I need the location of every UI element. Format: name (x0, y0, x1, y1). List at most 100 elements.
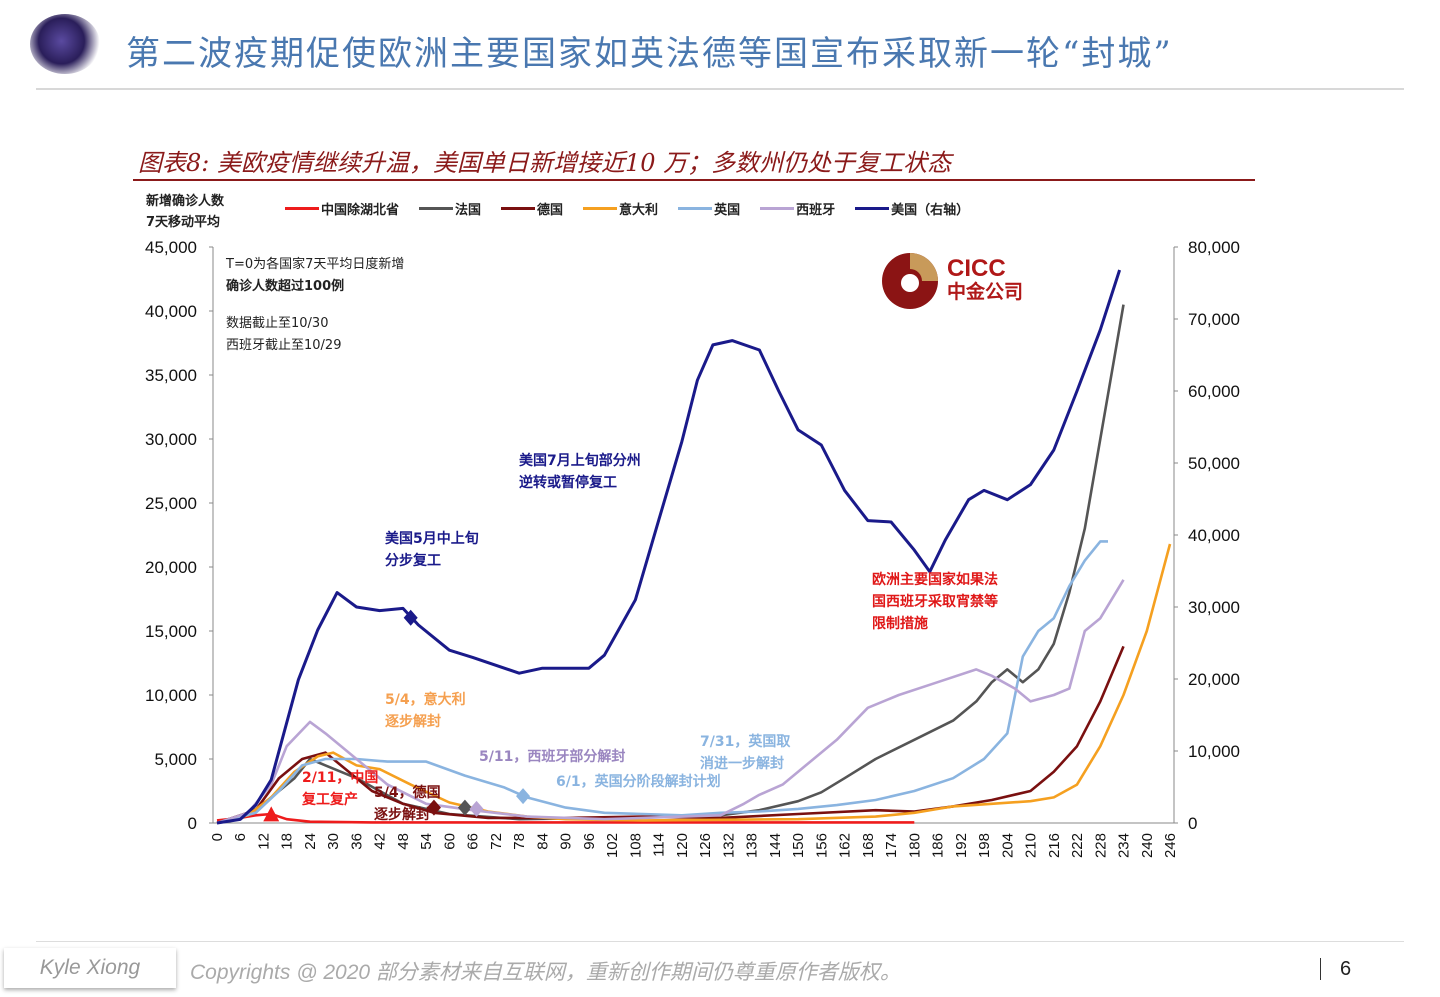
series-line-1 (216, 304, 1125, 825)
y-tick-label: 10,000 (145, 686, 197, 705)
x-tick-label: 66 (465, 833, 482, 850)
legend-label: 美国（右轴） (891, 203, 970, 218)
annotation-line: 美国5月中上旬 (385, 531, 479, 547)
x-tick-label: 180 (906, 833, 923, 858)
x-tick-label: 186 (930, 833, 947, 858)
x-tick-label: 132 (720, 833, 737, 858)
x-tick-label: 162 (837, 833, 854, 858)
x-tick-label: 78 (511, 833, 528, 850)
y-tick-label: 25,000 (145, 494, 197, 513)
x-tick-label: 138 (744, 833, 761, 858)
y-tick-label: 20,000 (145, 558, 197, 577)
x-tick-label: 12 (255, 833, 272, 850)
legend-item: 中国除湖北省 (285, 199, 399, 218)
chart-annotation: 欧洲主要国家如果法 国西班牙采取宵禁等 限制措施 (872, 569, 998, 635)
legend-label: 西班牙 (796, 203, 836, 218)
annotation-line: 5/4，德国 (374, 785, 441, 801)
logo-cn: 中金公司 (947, 282, 1024, 303)
legend-swatch (855, 207, 890, 210)
x-tick-label: 216 (1046, 833, 1063, 858)
page-number-divider (1320, 958, 1321, 980)
series-line-6 (216, 269, 1122, 825)
x-tick-label: 246 (1162, 833, 1179, 858)
triangle-marker (263, 806, 280, 822)
header-divider (36, 88, 1404, 90)
cicc-logo (882, 253, 938, 309)
x-tick-label: 48 (395, 833, 412, 850)
x-tick-label: 90 (558, 833, 575, 850)
x-tick-label: 96 (581, 833, 598, 850)
legend-item: 英国 (678, 199, 740, 218)
legend-swatch (760, 207, 795, 210)
x-tick-label: 168 (860, 833, 877, 858)
annotation-line: 欧洲主要国家如果法 (872, 572, 998, 588)
annotation-line: 复工复产 (302, 792, 358, 808)
chart-annotation: 5/4，意大利 逐步解封 (385, 689, 466, 733)
x-tick-label: 36 (348, 833, 365, 850)
annotation-line: 2/11，中国 (302, 770, 379, 786)
x-tick-label: 6 (232, 833, 249, 841)
y2-tick-label: 0 (1188, 814, 1197, 833)
x-tick-label: 174 (883, 833, 900, 858)
annotation-line: 限制措施 (872, 616, 928, 632)
annotation-line: 消进一步解封 (700, 756, 784, 772)
chart-note: T=0为各国家7天平均日度新增 确诊人数超过100例 (226, 254, 404, 298)
chart-legend: 中国除湖北省 法国 德国 意大利 英国 西班牙 美国（右轴） (285, 199, 969, 218)
x-tick-label: 144 (767, 833, 784, 858)
annotation-line: 逐步解封 (385, 714, 441, 730)
chart-annotation: 5/11，西班牙部分解封 (479, 746, 625, 768)
diamond-marker (457, 799, 472, 816)
legend-swatch (285, 207, 319, 210)
legend-item: 西班牙 (760, 199, 835, 218)
legend-swatch (501, 207, 536, 210)
x-tick-label: 222 (1069, 833, 1086, 858)
y-tick-label: 5,000 (154, 750, 197, 769)
x-tick-label: 150 (790, 833, 807, 858)
note-line: 确诊人数超过100例 (226, 279, 345, 294)
y2-tick-label: 60,000 (1188, 382, 1240, 401)
y-tick-label: 45,000 (145, 238, 197, 257)
legend-item: 法国 (419, 199, 481, 218)
legend-label: 英国 (714, 203, 741, 218)
legend-item: 德国 (501, 199, 563, 218)
annotation-line: 5/11，西班牙部分解封 (479, 749, 626, 765)
copyright-text: Copyrights @ 2020 部分素材来自互联网，重新创作期间仍尊重原作者… (190, 961, 901, 984)
y-tick-label: 30,000 (145, 430, 197, 449)
legend-item: 美国（右轴） (855, 199, 969, 218)
note-line: T=0为各国家7天平均日度新增 (226, 257, 405, 272)
y2-tick-label: 80,000 (1188, 238, 1240, 257)
x-tick-label: 0 (209, 833, 226, 841)
x-tick-label: 42 (372, 833, 389, 850)
diamond-marker (403, 609, 418, 626)
galaxy-orb-icon (30, 14, 100, 74)
logo-en: CICC (947, 255, 1006, 282)
series-line-5 (216, 579, 1125, 825)
annotation-line: 逆转或暂停复工 (519, 475, 617, 491)
chart-annotation: 美国7月上旬部分州 逆转或暂停复工 (519, 450, 641, 494)
annotation-line: 5/4，意大利 (385, 692, 466, 708)
x-tick-label: 114 (651, 833, 668, 857)
x-tick-label: 228 (1092, 833, 1109, 858)
y-axis-label: 新增确诊人数 7天移动平均 (146, 191, 224, 233)
legend-label: 意大利 (619, 203, 659, 218)
x-tick-label: 30 (325, 833, 342, 850)
chart-note-date: 数据截止至10/30 西班牙截止至10/29 (226, 313, 341, 357)
chart-annotation: 7/31，英国取 消进一步解封 (700, 731, 790, 775)
page-number: 6 (1340, 958, 1352, 980)
x-tick-label: 210 (1023, 833, 1040, 858)
annotation-line: 分步复工 (385, 553, 441, 569)
series-line-3 (216, 543, 1172, 825)
y2-tick-label: 10,000 (1188, 742, 1240, 761)
legend-swatch (583, 207, 618, 210)
legend-swatch (678, 207, 713, 210)
x-tick-label: 126 (697, 833, 714, 858)
slide-title: 第二波疫期促使欧洲主要国家如英法德等国宣布采取新一轮“封城” (126, 34, 1173, 74)
y2-tick-label: 50,000 (1188, 454, 1240, 473)
x-tick-label: 72 (488, 833, 505, 850)
x-tick-label: 156 (813, 833, 830, 858)
y2-tick-label: 70,000 (1188, 310, 1240, 329)
note-line: 西班牙截止至10/29 (226, 338, 342, 353)
footer-divider (36, 941, 1404, 942)
